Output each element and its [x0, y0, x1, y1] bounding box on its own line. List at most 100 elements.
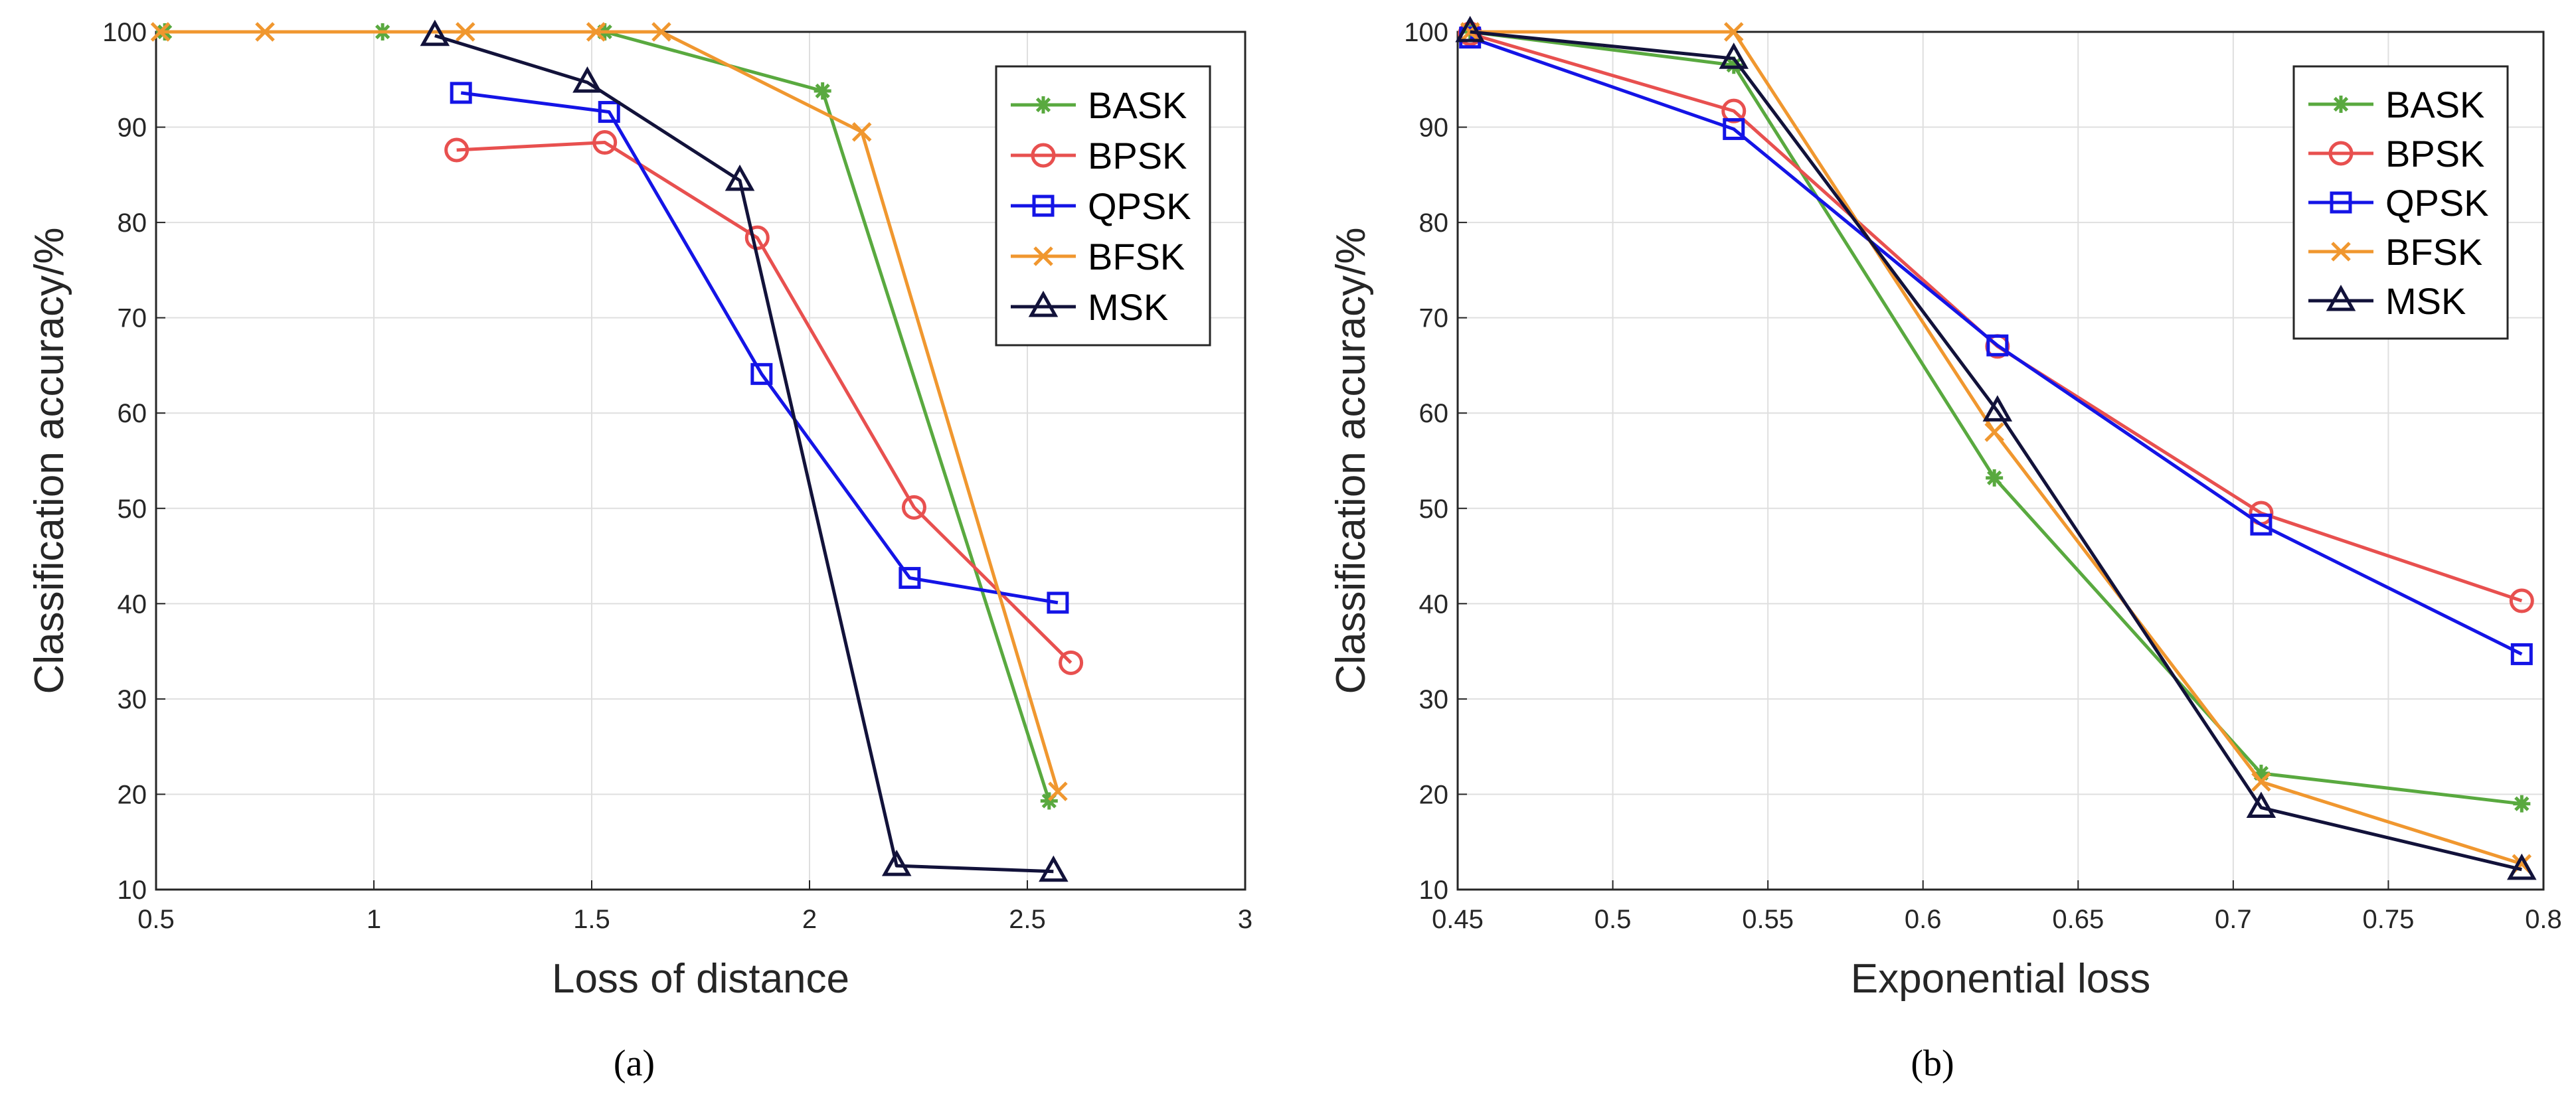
chart-1-legend-label-bask: BASK: [2385, 84, 2484, 125]
chart-0-point-msk-0: [420, 19, 450, 46]
chart-0-point-bfsk-5: [851, 121, 872, 142]
chart-0-legend-marker-msk: [1028, 290, 1059, 317]
chart-1-xtick-label-4: 0.65: [2052, 905, 2104, 934]
chart-0-point-bfsk-3: [586, 22, 606, 42]
chart-1-point-qpsk-2: [1986, 334, 2009, 356]
chart-1-xtick-label-7: 0.8: [2525, 905, 2562, 934]
chart-0-point-msk-3: [881, 850, 912, 876]
chart-0-line-qpsk: [460, 91, 1059, 605]
chart-0-series-bfsk: [150, 22, 1068, 801]
chart-1-ytick-label-5: 60: [1419, 399, 1449, 428]
chart-0-point-qpsk-3: [899, 567, 921, 590]
chart-0-point-qpsk-0: [450, 82, 472, 104]
chart-1: 0.45 0.5 0.55 0.6 0.65 0.7 0.75 0.8 10 20 30 40 50 60…: [1328, 15, 2562, 1084]
chart-1-point-msk-1: [1719, 42, 1749, 69]
chart-1-line-qpsk: [1469, 36, 2523, 656]
chart-1-xtick-label-2: 0.55: [1742, 905, 1794, 934]
chart-1-legend-label-msk: MSK: [2385, 280, 2466, 322]
chart-0-ytick-label-5: 60: [118, 399, 147, 428]
chart-1-ytick-label-0: 10: [1419, 876, 1449, 905]
chart-1-point-bask-1: [1725, 56, 1743, 74]
chart-1-xtick-label-5: 0.7: [2215, 905, 2252, 934]
chart-0-series-qpsk: [450, 82, 1069, 614]
chart-0-ytick-label-2: 30: [118, 685, 147, 714]
chart-1-point-bask-4: [2513, 795, 2531, 813]
chart-1-point-qpsk-4: [2510, 643, 2533, 665]
chart-0-series-msk: [420, 19, 1069, 882]
chart-0-xtick-label-4: 2.5: [1009, 905, 1046, 934]
chart-1-xtick-label-3: 0.6: [1905, 905, 1942, 934]
chart-0-legend-marker-bpsk: [1031, 143, 1056, 168]
chart-1-xlabel: Exponential loss: [1851, 956, 2151, 1002]
chart-1-legend-marker-qpsk: [2330, 191, 2352, 214]
chart-1-point-bask-2: [1986, 469, 2004, 487]
chart-0-ytick-label-6: 70: [118, 304, 147, 333]
chart-0-ytick-label-0: 10: [118, 876, 147, 905]
chart-1-axes-box: [1456, 31, 2545, 891]
chart-0-point-bpsk-4: [1059, 650, 1084, 675]
chart-1-ytick-label-1: 20: [1419, 780, 1449, 809]
chart-1-legend: BASK BPSK QPSK BFSK MSK: [2292, 65, 2509, 340]
chart-0-ytick-label-3: 40: [118, 590, 147, 619]
chart-1-line-msk: [1470, 30, 2522, 872]
chart-0-legend-marker-bask: [1035, 96, 1052, 114]
chart-1-ytick-label-6: 70: [1419, 304, 1449, 333]
chart-1-point-bask-3: [2252, 764, 2270, 782]
chart-1-ytick-label-7: 80: [1419, 208, 1449, 238]
chart-1-ylabel: Classification accuracy/%: [1328, 228, 1374, 694]
chart-0-point-msk-2: [725, 164, 755, 191]
chart-0-series-bpsk: [444, 130, 1084, 675]
chart-0-line-bpsk: [456, 141, 1073, 665]
chart-0-point-bask-3: [814, 82, 831, 100]
chart-1-legend-marker-bfsk: [2331, 242, 2351, 262]
chart-0-point-bpsk-0: [444, 137, 470, 163]
chart-0-xtick-label-5: 3: [1238, 905, 1252, 934]
chart-1-point-msk-4: [2507, 853, 2537, 880]
chart-1-xtick-label-1: 0.5: [1594, 905, 1632, 934]
chart-0-point-qpsk-4: [1047, 591, 1069, 614]
chart-0-point-msk-1: [572, 66, 602, 93]
chart-0-point-bpsk-2: [744, 225, 770, 250]
chart-0-legend-label-qpsk: QPSK: [1088, 185, 1191, 227]
chart-1-ytick-label-2: 30: [1419, 685, 1449, 714]
chart-0-point-bpsk-3: [901, 495, 926, 520]
chart-1-legend-marker-msk: [2326, 284, 2356, 311]
chart-0-caption: (a): [614, 1043, 655, 1084]
chart-0-ytick-label-8: 90: [118, 114, 147, 143]
chart-1-ytick-label-4: 50: [1419, 495, 1449, 524]
chart-1-legend-label-qpsk: QPSK: [2385, 182, 2489, 224]
chart-0-point-bfsk-6: [1048, 781, 1068, 801]
chart-0-point-bfsk-4: [651, 22, 671, 42]
chart-1-legend-marker-bpsk: [2328, 141, 2354, 166]
chart-0-legend-label-bfsk: BFSK: [1088, 236, 1185, 277]
chart-1-legend-label-bfsk: BFSK: [2385, 231, 2482, 273]
chart-0-line-msk: [434, 34, 1054, 874]
chart-1-point-qpsk-3: [2250, 513, 2273, 536]
chart-0-legend-marker-bfsk: [1033, 246, 1053, 266]
chart-1-point-bfsk-2: [1984, 422, 2004, 442]
chart-0-point-bask-4: [1040, 792, 1058, 810]
chart-0-xtick-label-3: 2: [802, 905, 817, 934]
chart-1-caption: (b): [1911, 1043, 1954, 1084]
chart-0-ytick-label-7: 80: [118, 208, 147, 238]
chart-1-point-bpsk-1: [1721, 98, 1747, 123]
chart-0-xtick-label-0: 0.5: [137, 905, 175, 934]
chart-0-ylabel: Classification accuracy/%: [27, 228, 72, 694]
chart-1-ytick-label-3: 40: [1419, 590, 1449, 619]
chart-1-ytick-label-9: 100: [1404, 18, 1448, 47]
chart-0-legend: BASK BPSK QPSK BFSK MSK: [995, 65, 1211, 347]
chart-0-point-msk-4: [1039, 855, 1069, 882]
chart-1-point-msk-0: [1455, 15, 1485, 42]
chart-0-legend-label-bpsk: BPSK: [1088, 135, 1187, 177]
chart-0-point-bfsk-0: [150, 22, 171, 42]
chart-0-point-qpsk-1: [598, 101, 620, 123]
chart-1-xtick-label-0: 0.45: [1432, 905, 1484, 934]
chart-0-ytick-label-9: 100: [102, 18, 147, 47]
chart-1-xtick-label-6: 0.75: [2362, 905, 2414, 934]
chart-0-point-bfsk-2: [455, 22, 475, 42]
chart-0-legend-label-bask: BASK: [1088, 84, 1187, 126]
chart-0-xtick-label-1: 1: [367, 905, 381, 934]
chart-0-ytick-label-4: 50: [118, 495, 147, 524]
chart-1-point-qpsk-1: [1723, 118, 1745, 140]
